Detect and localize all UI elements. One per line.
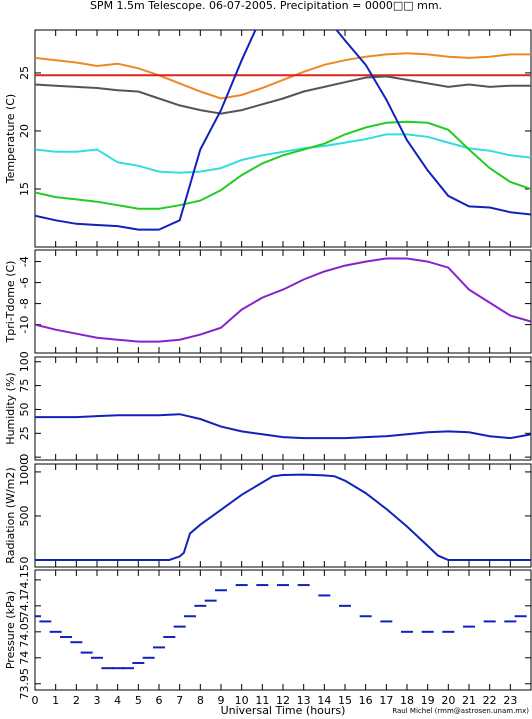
point [359, 615, 372, 618]
x-axis-label: Universal Time (hours) [221, 704, 346, 717]
point [235, 584, 248, 587]
point [142, 656, 155, 659]
point [483, 620, 496, 623]
point [380, 620, 393, 623]
point [194, 604, 207, 607]
point [111, 667, 124, 670]
x-tick-label: 3 [94, 694, 101, 707]
point [91, 656, 103, 659]
point [35, 615, 41, 618]
x-tick-label: 5 [135, 694, 142, 707]
y-tick-label: 100 [18, 351, 31, 372]
x-tick-label: 11 [255, 694, 269, 707]
y-tick-label: 75 [18, 379, 31, 393]
x-tick-label: 10 [235, 694, 249, 707]
point [122, 667, 134, 670]
credit: Raul Michel (rmm@astrosen.unam.mx) [392, 707, 529, 715]
point [101, 667, 114, 670]
y-tick-label: -4 [18, 256, 31, 267]
x-tick-label: 2 [73, 694, 80, 707]
y-tick-label: 74.1 [18, 594, 31, 619]
series-line [35, 120, 531, 210]
x-tick-label: 14 [317, 694, 331, 707]
point [163, 636, 176, 639]
point [184, 615, 196, 618]
y-axis-label: Humidity (%) [4, 372, 17, 444]
y-axis-label: Radiation (W/m2) [4, 467, 17, 563]
plot-frame [34, 356, 532, 461]
point [463, 625, 475, 628]
y-axis-label: Temperature (C) [4, 94, 17, 184]
x-tick-label: 23 [503, 694, 517, 707]
y-tick-label: 0 [18, 556, 31, 563]
x-tick-label: 1 [52, 694, 59, 707]
point [132, 661, 145, 664]
point [514, 615, 527, 618]
y-tick-label: 73.95 [18, 668, 31, 700]
y-tick-label: 15 [18, 182, 31, 196]
y-tick-label: 50 [18, 402, 31, 416]
series-line [35, 473, 531, 561]
series-line [35, 257, 531, 343]
x-tick-label: 21 [462, 694, 476, 707]
x-tick-label: 9 [218, 694, 225, 707]
y-tick-label: 20 [18, 124, 31, 138]
point [60, 636, 72, 639]
plot-frame [34, 249, 532, 354]
point [318, 594, 331, 597]
y-tick-label: 25 [18, 426, 31, 440]
point [442, 630, 455, 633]
x-tick-label: 22 [483, 694, 497, 707]
point [204, 599, 217, 602]
x-tick-label: 17 [379, 694, 393, 707]
y-tick-label: -10 [18, 316, 31, 334]
y-tick-label: -6 [18, 277, 31, 288]
y-axis-label: Tpri-Tdome (C) [4, 261, 17, 344]
x-tick-label: 7 [176, 694, 183, 707]
point [70, 641, 83, 644]
y-tick-label: -8 [18, 298, 31, 309]
chart-title: SPM 1.5m Telescope. 06-07-2005. Precipit… [90, 0, 442, 12]
point [39, 620, 52, 623]
point [153, 646, 165, 649]
point [297, 584, 310, 587]
y-tick-label: 500 [18, 505, 31, 526]
plot-frame [34, 569, 532, 691]
x-tick-label: 0 [32, 694, 39, 707]
y-tick-label: 74 [18, 651, 31, 665]
point [256, 584, 269, 587]
x-tick-label: 15 [338, 694, 352, 707]
point [80, 651, 93, 654]
series-line [35, 133, 531, 174]
point [277, 584, 289, 587]
y-tick-label: 1000 [18, 458, 31, 486]
point [49, 630, 62, 633]
x-tick-label: 6 [156, 694, 163, 707]
y-tick-label: 74.05 [18, 616, 31, 648]
plot-frame [34, 463, 532, 568]
point [215, 589, 227, 592]
x-tick-label: 18 [400, 694, 414, 707]
x-tick-label: 19 [421, 694, 435, 707]
point [421, 630, 434, 633]
y-axis-label: Pressure (kPa) [4, 591, 17, 669]
x-tick-label: 13 [297, 694, 311, 707]
x-tick-label: 12 [276, 694, 290, 707]
x-tick-label: 8 [197, 694, 204, 707]
point [173, 625, 186, 628]
x-tick-label: 20 [441, 694, 455, 707]
y-tick-label: 74.15 [18, 564, 31, 596]
x-tick-label: 4 [114, 694, 121, 707]
series-line [35, 413, 531, 440]
x-tick-label: 16 [359, 694, 373, 707]
point [339, 604, 351, 607]
y-tick-label: 25 [18, 66, 31, 80]
point [504, 620, 517, 623]
series-line [35, 30, 531, 231]
series-line [35, 52, 531, 100]
y-tick-label: 0 [18, 454, 31, 461]
point [401, 630, 413, 633]
series-line [35, 75, 531, 115]
